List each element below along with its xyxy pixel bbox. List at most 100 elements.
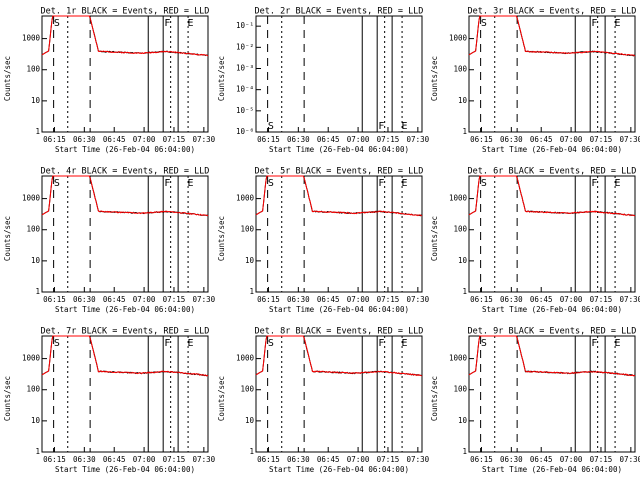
y-tick-label: 1000 bbox=[449, 354, 468, 363]
series-line-events bbox=[468, 175, 636, 217]
chart-title: Det. 1r BLACK = Events, RED = LLD bbox=[41, 7, 210, 17]
x-tick-label: 07:15 bbox=[163, 135, 186, 144]
y-tick-label: 10 bbox=[31, 416, 41, 425]
y-axis-label: Counts/sec bbox=[217, 56, 226, 101]
y-tick-label: 1 bbox=[35, 287, 40, 296]
marker-label-e: E bbox=[615, 18, 621, 29]
chart-panel-7: Det. 7r BLACK = Events, RED = LLD 1 10 100 1… bbox=[3, 327, 216, 474]
y-axis-label: Counts/sec bbox=[3, 216, 12, 261]
x-tick-label: 07:30 bbox=[193, 455, 216, 464]
x-tick-label: 07:30 bbox=[407, 295, 430, 304]
marker-label-s: S bbox=[54, 338, 60, 349]
marker-label-e: E bbox=[615, 178, 621, 189]
marker-label-e: E bbox=[615, 338, 621, 349]
x-tick-label: 06:30 bbox=[73, 295, 96, 304]
chart-panel-3: Det. 3r BLACK = Events, RED = LLD 1 10 100 1… bbox=[430, 7, 640, 154]
chart-panel-8: Det. 8r BLACK = Events, RED = LLD 1 10 100 1… bbox=[217, 327, 430, 474]
series-line-lld bbox=[41, 335, 209, 377]
x-tick-label: 07:30 bbox=[620, 295, 640, 304]
x-tick-label: 06:45 bbox=[317, 455, 340, 464]
plot-frame bbox=[41, 15, 209, 133]
chart-panel-9: Det. 9r BLACK = Events, RED = LLD 1 10 100 1… bbox=[430, 327, 640, 474]
series-line-events bbox=[41, 175, 209, 217]
x-axis-label: Start Time (26-Feb-04 06:04:00) bbox=[269, 305, 409, 314]
x-tick-label: 07:30 bbox=[407, 135, 430, 144]
chart-title: Det. 6r BLACK = Events, RED = LLD bbox=[468, 167, 637, 177]
x-tick-label: 06:30 bbox=[73, 135, 96, 144]
x-tick-label: 06:45 bbox=[317, 295, 340, 304]
plot-frame bbox=[468, 15, 636, 133]
marker-label-e: E bbox=[402, 338, 408, 349]
x-axis-label: Start Time (26-Feb-04 06:04:00) bbox=[55, 145, 195, 154]
marker-label-f: F bbox=[378, 121, 384, 132]
marker-label-e: E bbox=[188, 18, 194, 29]
series-line-lld bbox=[41, 175, 209, 217]
marker-label-e: E bbox=[188, 338, 194, 349]
marker-label-f: F bbox=[591, 338, 597, 349]
y-tick-label: 10⁻⁶ bbox=[236, 127, 254, 136]
y-tick-label: 1 bbox=[35, 447, 40, 456]
chart-title: Det. 8r BLACK = Events, RED = LLD bbox=[255, 327, 424, 337]
series-line-events bbox=[41, 15, 209, 57]
x-tick-label: 06:30 bbox=[500, 295, 523, 304]
chart-title: Det. 2r BLACK = Events, RED = LLD bbox=[255, 7, 424, 17]
x-tick-label: 07:15 bbox=[590, 455, 613, 464]
series-line-lld bbox=[468, 335, 636, 377]
x-tick-label: 07:00 bbox=[133, 455, 156, 464]
y-tick-label: 1000 bbox=[22, 194, 41, 203]
plot-frame bbox=[468, 175, 636, 293]
series-line-events bbox=[41, 335, 208, 377]
marker-label-e: E bbox=[402, 121, 408, 132]
x-tick-label: 06:15 bbox=[257, 135, 280, 144]
y-axis-label: Counts/sec bbox=[430, 216, 439, 261]
y-tick-label: 1000 bbox=[22, 354, 41, 363]
x-tick-label: 06:45 bbox=[103, 135, 126, 144]
plot-frame bbox=[255, 335, 423, 453]
plot-frame bbox=[41, 175, 209, 293]
chart-panel-6: Det. 6r BLACK = Events, RED = LLD 1 10 100 1… bbox=[430, 167, 640, 314]
marker-label-f: F bbox=[164, 178, 170, 189]
x-tick-label: 06:30 bbox=[500, 135, 523, 144]
y-tick-label: 100 bbox=[453, 385, 467, 394]
marker-label-s: S bbox=[481, 338, 487, 349]
x-tick-label: 06:45 bbox=[530, 455, 553, 464]
x-tick-label: 07:15 bbox=[377, 455, 400, 464]
y-tick-label: 10⁻³ bbox=[236, 64, 254, 73]
x-tick-label: 07:30 bbox=[620, 135, 640, 144]
plot-frame bbox=[255, 175, 423, 293]
y-axis-label: Counts/sec bbox=[430, 56, 439, 101]
y-tick-label: 10 bbox=[31, 96, 41, 105]
y-tick-label: 100 bbox=[240, 225, 254, 234]
y-tick-label: 1000 bbox=[236, 354, 255, 363]
y-axis-label: Counts/sec bbox=[217, 376, 226, 421]
marker-label-s: S bbox=[54, 178, 60, 189]
y-tick-label: 100 bbox=[453, 225, 467, 234]
series-line-lld bbox=[255, 175, 422, 217]
x-tick-label: 07:00 bbox=[133, 135, 156, 144]
x-tick-label: 07:00 bbox=[133, 295, 156, 304]
x-axis-label: Start Time (26-Feb-04 06:04:00) bbox=[482, 465, 622, 474]
y-tick-label: 10 bbox=[245, 256, 255, 265]
y-tick-label: 1 bbox=[462, 287, 467, 296]
x-tick-label: 07:30 bbox=[620, 455, 640, 464]
chart-title: Det. 5r BLACK = Events, RED = LLD bbox=[255, 167, 424, 177]
marker-label-s: S bbox=[54, 18, 60, 29]
y-tick-label: 100 bbox=[26, 225, 40, 234]
chart-title: Det. 4r BLACK = Events, RED = LLD bbox=[41, 167, 210, 177]
x-tick-label: 07:00 bbox=[347, 135, 370, 144]
marker-label-f: F bbox=[164, 338, 170, 349]
x-tick-label: 06:30 bbox=[500, 455, 523, 464]
y-tick-label: 10⁻⁴ bbox=[236, 85, 254, 94]
y-tick-label: 10 bbox=[458, 96, 468, 105]
plot-frame bbox=[41, 335, 209, 453]
y-tick-label: 1 bbox=[462, 127, 467, 136]
y-tick-label: 10⁻² bbox=[236, 42, 254, 51]
x-axis-label: Start Time (26-Feb-04 06:04:00) bbox=[482, 305, 622, 314]
chart-panel-5: Det. 5r BLACK = Events, RED = LLD 1 10 100 1… bbox=[217, 167, 430, 314]
marker-label-f: F bbox=[378, 178, 384, 189]
x-tick-label: 06:15 bbox=[470, 295, 493, 304]
x-tick-label: 06:15 bbox=[257, 295, 280, 304]
plot-frame bbox=[468, 335, 636, 453]
x-tick-label: 07:15 bbox=[163, 295, 186, 304]
